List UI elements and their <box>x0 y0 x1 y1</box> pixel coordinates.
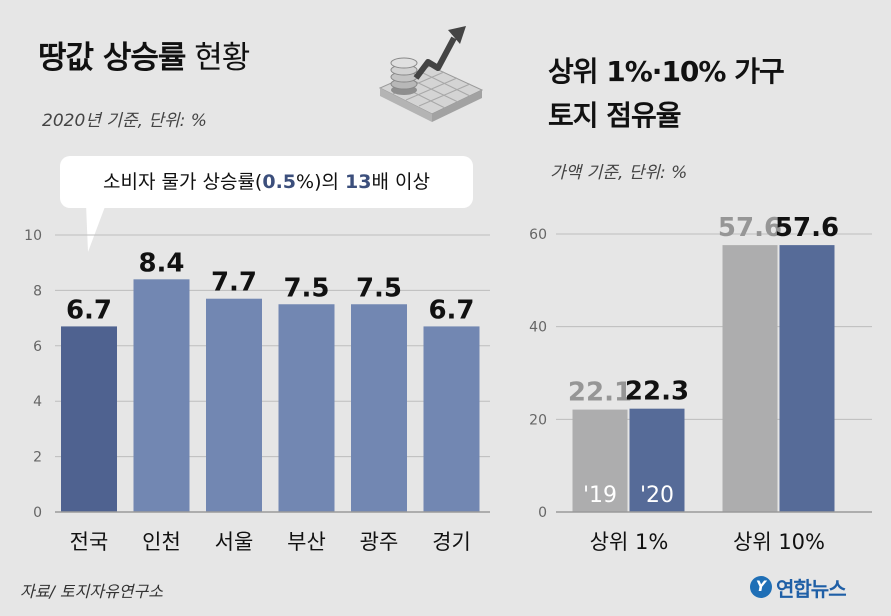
left-bar-value: 7.5 <box>283 273 329 303</box>
yonhap-logo-mark-icon: Y <box>750 576 772 598</box>
callout-pointer <box>86 204 106 252</box>
left-y-tick: 10 <box>24 228 42 244</box>
right-series-label: '19 <box>583 483 617 508</box>
right-bar-value: 22.1 <box>568 378 632 408</box>
right-y-tick: 40 <box>529 320 547 336</box>
left-category-label: 경기 <box>432 530 471 554</box>
left-y-tick: 8 <box>33 283 42 299</box>
left-bar <box>61 326 117 512</box>
left-title: 땅값 상승률 현황 <box>38 32 250 77</box>
land-price-illustration-icon <box>378 26 484 122</box>
right-title-line2: 토지 점유율 <box>548 99 682 132</box>
right-y-tick: 20 <box>529 412 547 428</box>
left-bar <box>206 298 262 512</box>
right-y-tick: 60 <box>529 227 547 243</box>
left-bar <box>133 279 190 512</box>
left-y-tick: 4 <box>33 394 42 410</box>
left-bar-value: 6.7 <box>66 295 112 325</box>
right-category-label: 상위 1% <box>590 530 669 554</box>
yonhap-logo: Y 연합뉴스 <box>750 572 847 602</box>
right-bar-value: 57.6 <box>775 213 839 243</box>
cpi-callout: 소비자 물가 상승률(0.5%)의 13배 이상 <box>60 156 473 208</box>
left-bar <box>351 304 407 512</box>
callout-text-post: 배 이상 <box>371 171 430 193</box>
left-bar-value: 6.7 <box>428 295 474 325</box>
right-bar-value: 57.6 <box>718 213 782 243</box>
left-title-bold: 땅값 상승률 <box>38 40 186 76</box>
left-bar-value: 8.4 <box>138 248 184 278</box>
right-title: 상위 1%·10% 가구 토지 점유율 <box>548 50 785 138</box>
left-y-tick: 0 <box>33 505 42 521</box>
right-bar <box>572 409 628 512</box>
left-category-label: 인천 <box>142 530 181 554</box>
left-title-light: 현황 <box>194 40 250 76</box>
left-y-tick: 6 <box>33 339 42 355</box>
yonhap-logo-name: 연합뉴스 <box>776 576 847 601</box>
left-category-label: 전국 <box>70 530 109 554</box>
callout-multiplier: 13 <box>345 171 372 193</box>
right-title-line1: 상위 1%·10% 가구 <box>548 55 785 88</box>
right-series-label: '20 <box>640 483 674 508</box>
left-y-tick: 2 <box>33 450 42 466</box>
left-category-label: 서울 <box>215 530 254 554</box>
right-subtitle: 가액 기준, 단위: % <box>550 163 688 183</box>
left-bar <box>423 326 480 512</box>
callout-cpi-value: 0.5 <box>262 171 297 193</box>
left-category-label: 부산 <box>287 530 326 554</box>
right-y-tick: 0 <box>538 505 547 521</box>
right-bar <box>779 245 835 512</box>
left-bar-value: 7.5 <box>356 273 402 303</box>
right-bar <box>629 408 685 512</box>
right-category-label: 상위 10% <box>733 530 825 554</box>
right-bar <box>722 245 778 512</box>
source-credit: 자료/ 토지자유연구소 <box>20 582 163 601</box>
left-category-label: 광주 <box>360 530 399 554</box>
left-bar-value: 7.7 <box>211 268 257 298</box>
callout-text-mid: %)의 <box>296 171 346 193</box>
left-subtitle: 2020년 기준, 단위: % <box>42 111 207 131</box>
left-bar <box>278 304 335 512</box>
callout-text-pre: 소비자 물가 상승률( <box>103 171 263 193</box>
right-bar-value: 22.3 <box>625 377 689 407</box>
